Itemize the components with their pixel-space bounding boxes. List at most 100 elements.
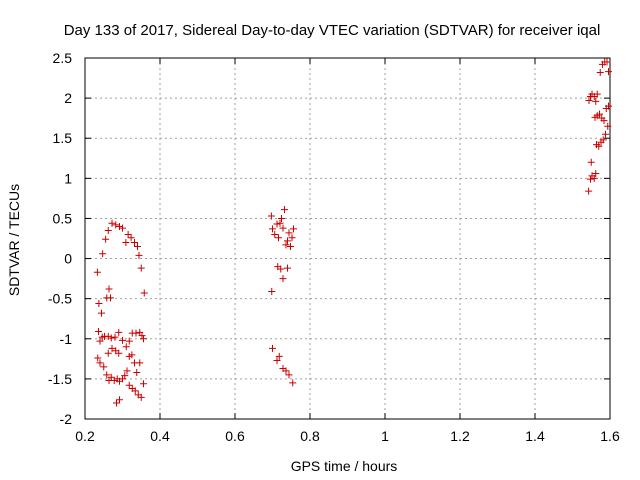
- data-point: [590, 174, 598, 182]
- y-tick-label: -2: [60, 411, 73, 427]
- data-point: [122, 343, 130, 351]
- data-point: [104, 332, 112, 340]
- data-point: [135, 251, 143, 259]
- plot-frame: [84, 57, 611, 420]
- data-point: [116, 396, 123, 404]
- data-point: [104, 226, 112, 234]
- x-tick-label: 1.2: [450, 428, 470, 444]
- y-tick-label: -0.5: [48, 291, 72, 307]
- data-point: [290, 225, 297, 233]
- data-point: [275, 234, 282, 242]
- data-point: [111, 333, 119, 341]
- data-point: [113, 399, 120, 407]
- data-point: [604, 122, 612, 130]
- data-point: [115, 349, 123, 357]
- data-point: [603, 58, 611, 66]
- data-point: [102, 235, 110, 243]
- data-point: [98, 309, 105, 317]
- y-tick-label: -1.5: [48, 371, 72, 387]
- data-point: [125, 337, 133, 345]
- data-point: [284, 264, 291, 272]
- data-point: [136, 359, 144, 367]
- data-point: [269, 344, 276, 352]
- data-point: [273, 356, 281, 364]
- data-point: [131, 387, 139, 395]
- data-point: [100, 363, 108, 371]
- axis-ticks: [84, 57, 611, 420]
- y-tick-label: 0.5: [53, 210, 73, 226]
- data-point: [107, 334, 115, 342]
- data-point: [282, 241, 290, 249]
- y-tick-label: 2: [64, 90, 72, 106]
- data-point: [279, 275, 287, 283]
- data-point: [127, 234, 135, 242]
- data-point: [122, 239, 130, 247]
- data-point: [271, 230, 279, 238]
- data-point: [99, 250, 107, 258]
- grid-lines: [85, 58, 610, 419]
- data-point: [281, 206, 288, 214]
- x-tick-labels: 0.2 0.4 0.6 0.8 1 1.2 1.4 1.6: [75, 428, 620, 444]
- x-tick-label: 0.2: [75, 428, 95, 444]
- data-point: [585, 97, 593, 105]
- data-point: [132, 329, 140, 337]
- data-point: [115, 328, 123, 336]
- data-point: [596, 110, 603, 118]
- data-point: [95, 328, 102, 336]
- data-point: [592, 170, 600, 178]
- data-point: [108, 344, 116, 352]
- data-point: [140, 289, 148, 297]
- data-point: [123, 367, 131, 375]
- data-point: [107, 294, 114, 302]
- chart-title: Day 133 of 2017, Sidereal Day-to-day VTE…: [64, 22, 601, 39]
- data-point: [104, 349, 112, 357]
- data-point: [585, 187, 593, 195]
- data-point: [108, 219, 116, 227]
- data-point: [592, 97, 600, 105]
- data-point: [121, 372, 129, 380]
- data-point: [587, 158, 595, 166]
- data-point: [605, 102, 612, 110]
- data-point: [602, 130, 609, 138]
- data-point: [93, 268, 101, 276]
- data-point: [595, 142, 603, 150]
- data-point: [131, 239, 138, 247]
- y-tick-label: 0: [64, 251, 72, 267]
- data-point: [282, 367, 290, 375]
- data-point: [285, 371, 293, 379]
- data-point: [269, 225, 276, 233]
- data-point: [587, 175, 594, 183]
- data-point: [140, 335, 147, 343]
- x-tick-label: 0.6: [225, 428, 245, 444]
- data-point: [285, 229, 293, 237]
- data-point: [138, 332, 146, 340]
- data-point: [137, 264, 145, 272]
- data-point: [593, 90, 601, 98]
- data-point: [288, 234, 296, 242]
- data-point: [125, 381, 133, 389]
- data-point: [596, 68, 604, 76]
- data-point: [95, 299, 103, 307]
- y-tick-labels: -2 -1.5 -1 -0.5 0 0.5 1 1.5 2 2.5: [48, 50, 72, 427]
- y-tick-label: 2.5: [53, 50, 73, 66]
- data-point: [599, 136, 607, 144]
- data-point: [268, 287, 276, 295]
- data-point: [287, 243, 294, 251]
- y-tick-label: -1: [60, 331, 73, 347]
- x-axis-label: GPS time / hours: [291, 458, 398, 474]
- x-tick-label: 1: [381, 428, 389, 444]
- data-point: [110, 376, 118, 384]
- data-point: [96, 337, 104, 345]
- data-point: [267, 212, 275, 220]
- data-point: [133, 368, 141, 376]
- data-point: [276, 219, 284, 227]
- data-point: [96, 359, 104, 367]
- data-point: [140, 380, 147, 388]
- data-point: [275, 352, 283, 360]
- data-point: [605, 68, 612, 76]
- data-point: [284, 237, 291, 245]
- data-point: [277, 265, 285, 273]
- data-point: [278, 214, 285, 222]
- data-point: [134, 243, 141, 251]
